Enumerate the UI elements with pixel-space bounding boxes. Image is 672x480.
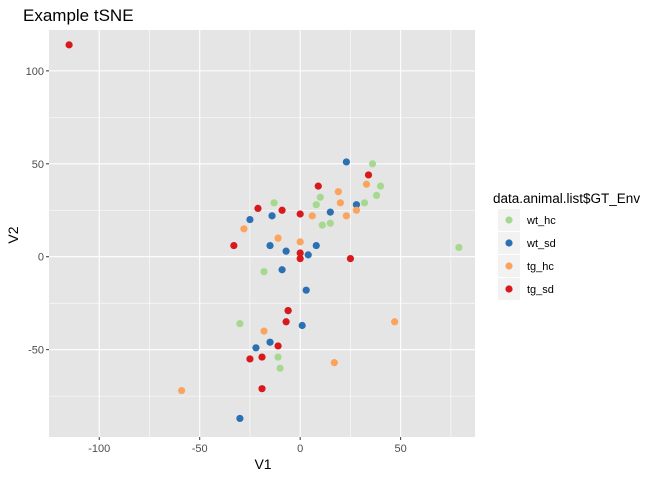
data-points bbox=[65, 41, 463, 423]
point-tg_hc bbox=[342, 212, 350, 220]
legend-label-tg_hc: tg_hc bbox=[527, 261, 554, 273]
point-wt_sd bbox=[302, 286, 310, 294]
point-tg_sd bbox=[364, 171, 373, 179]
chart-title: Example tSNE bbox=[23, 6, 134, 25]
point-wt_hc bbox=[326, 219, 334, 227]
legend-label-wt_hc: wt_hc bbox=[526, 215, 556, 227]
point-tg_sd bbox=[314, 182, 322, 190]
point-wt_sd bbox=[266, 338, 274, 346]
point-wt_sd bbox=[266, 241, 274, 250]
major-gridlines bbox=[49, 30, 475, 437]
point-wt_sd bbox=[298, 321, 306, 330]
point-wt_sd bbox=[352, 201, 361, 209]
legend-swatch-wt_hc bbox=[505, 216, 513, 224]
legend-title: data.animal.list$GT_Env bbox=[493, 191, 640, 206]
point-tg_sd bbox=[65, 41, 73, 49]
x-tick-label: -50 bbox=[192, 443, 208, 455]
point-tg_hc bbox=[260, 327, 268, 335]
point-wt_hc bbox=[318, 221, 326, 229]
point-tg_sd bbox=[282, 318, 290, 326]
point-wt_hc bbox=[312, 201, 320, 209]
point-tg_sd bbox=[296, 249, 304, 257]
point-wt_sd bbox=[268, 212, 276, 220]
point-tg_hc bbox=[240, 225, 248, 233]
point-tg_sd bbox=[284, 307, 292, 315]
legend-swatch-tg_hc bbox=[505, 262, 513, 270]
point-wt_sd bbox=[326, 208, 334, 216]
y-axis-ticks: -50 0 50 100 bbox=[26, 66, 49, 357]
legend-label-wt_sd: wt_sd bbox=[526, 238, 556, 250]
point-wt_sd bbox=[312, 241, 320, 250]
point-wt_hc bbox=[455, 243, 463, 252]
y-tick-label: 0 bbox=[38, 252, 44, 264]
point-tg_hc bbox=[178, 386, 186, 395]
point-tg_hc bbox=[296, 238, 304, 246]
point-wt_hc bbox=[236, 320, 244, 328]
y-tick-label: -50 bbox=[28, 345, 44, 357]
point-tg_sd bbox=[346, 254, 355, 263]
y-tick-label: 100 bbox=[26, 66, 44, 78]
point-tg_hc bbox=[308, 212, 316, 220]
point-tg_hc bbox=[334, 188, 342, 196]
point-wt_hc bbox=[274, 353, 282, 361]
legend-swatch-tg_sd bbox=[505, 285, 513, 293]
point-tg_sd bbox=[258, 385, 266, 393]
point-wt_hc bbox=[276, 364, 284, 372]
point-wt_hc bbox=[368, 160, 377, 168]
x-axis-ticks: -100 -50 0 50 bbox=[88, 437, 407, 455]
point-wt_hc bbox=[270, 199, 278, 207]
point-tg_sd bbox=[254, 204, 262, 213]
point-wt_sd bbox=[252, 344, 260, 352]
point-wt_hc bbox=[316, 193, 324, 201]
legend: data.animal.list$GT_Env wt_hc wt_sd tg_hct… bbox=[493, 191, 640, 300]
point-tg_sd bbox=[274, 342, 282, 350]
point-wt_hc bbox=[372, 191, 381, 200]
point-tg_sd bbox=[230, 241, 238, 250]
point-wt_sd bbox=[342, 158, 350, 166]
point-tg_hc bbox=[352, 206, 361, 214]
point-wt_hc bbox=[360, 199, 369, 207]
legend-label-tg_sd: tg_sd bbox=[527, 284, 554, 296]
minor-gridlines bbox=[49, 30, 475, 437]
x-tick-label: 0 bbox=[297, 443, 303, 455]
legend-swatch-wt_sd bbox=[505, 239, 513, 247]
x-axis-title: V1 bbox=[254, 456, 271, 472]
point-tg_sd bbox=[278, 206, 286, 214]
point-tg_hc bbox=[330, 359, 338, 367]
x-tick-label: 50 bbox=[395, 443, 407, 455]
point-wt_sd bbox=[282, 247, 290, 255]
point-tg_sd bbox=[258, 353, 266, 361]
y-tick-label: 50 bbox=[32, 159, 44, 171]
x-tick-label: -100 bbox=[88, 443, 110, 455]
point-tg_sd bbox=[246, 355, 254, 363]
point-tg_hc bbox=[336, 199, 344, 207]
point-wt_hc bbox=[376, 182, 385, 190]
point-tg_hc bbox=[362, 180, 371, 188]
plot-panel bbox=[49, 30, 475, 437]
point-tg_sd bbox=[296, 254, 304, 263]
point-wt_sd bbox=[246, 215, 254, 224]
point-wt_hc bbox=[260, 267, 268, 276]
point-tg_hc bbox=[391, 318, 399, 326]
point-wt_sd bbox=[278, 266, 286, 274]
y-axis-title: V2 bbox=[5, 226, 21, 243]
point-wt_sd bbox=[304, 251, 312, 259]
point-wt_sd bbox=[236, 414, 244, 423]
point-tg_sd bbox=[296, 210, 304, 218]
point-tg_hc bbox=[274, 234, 282, 242]
